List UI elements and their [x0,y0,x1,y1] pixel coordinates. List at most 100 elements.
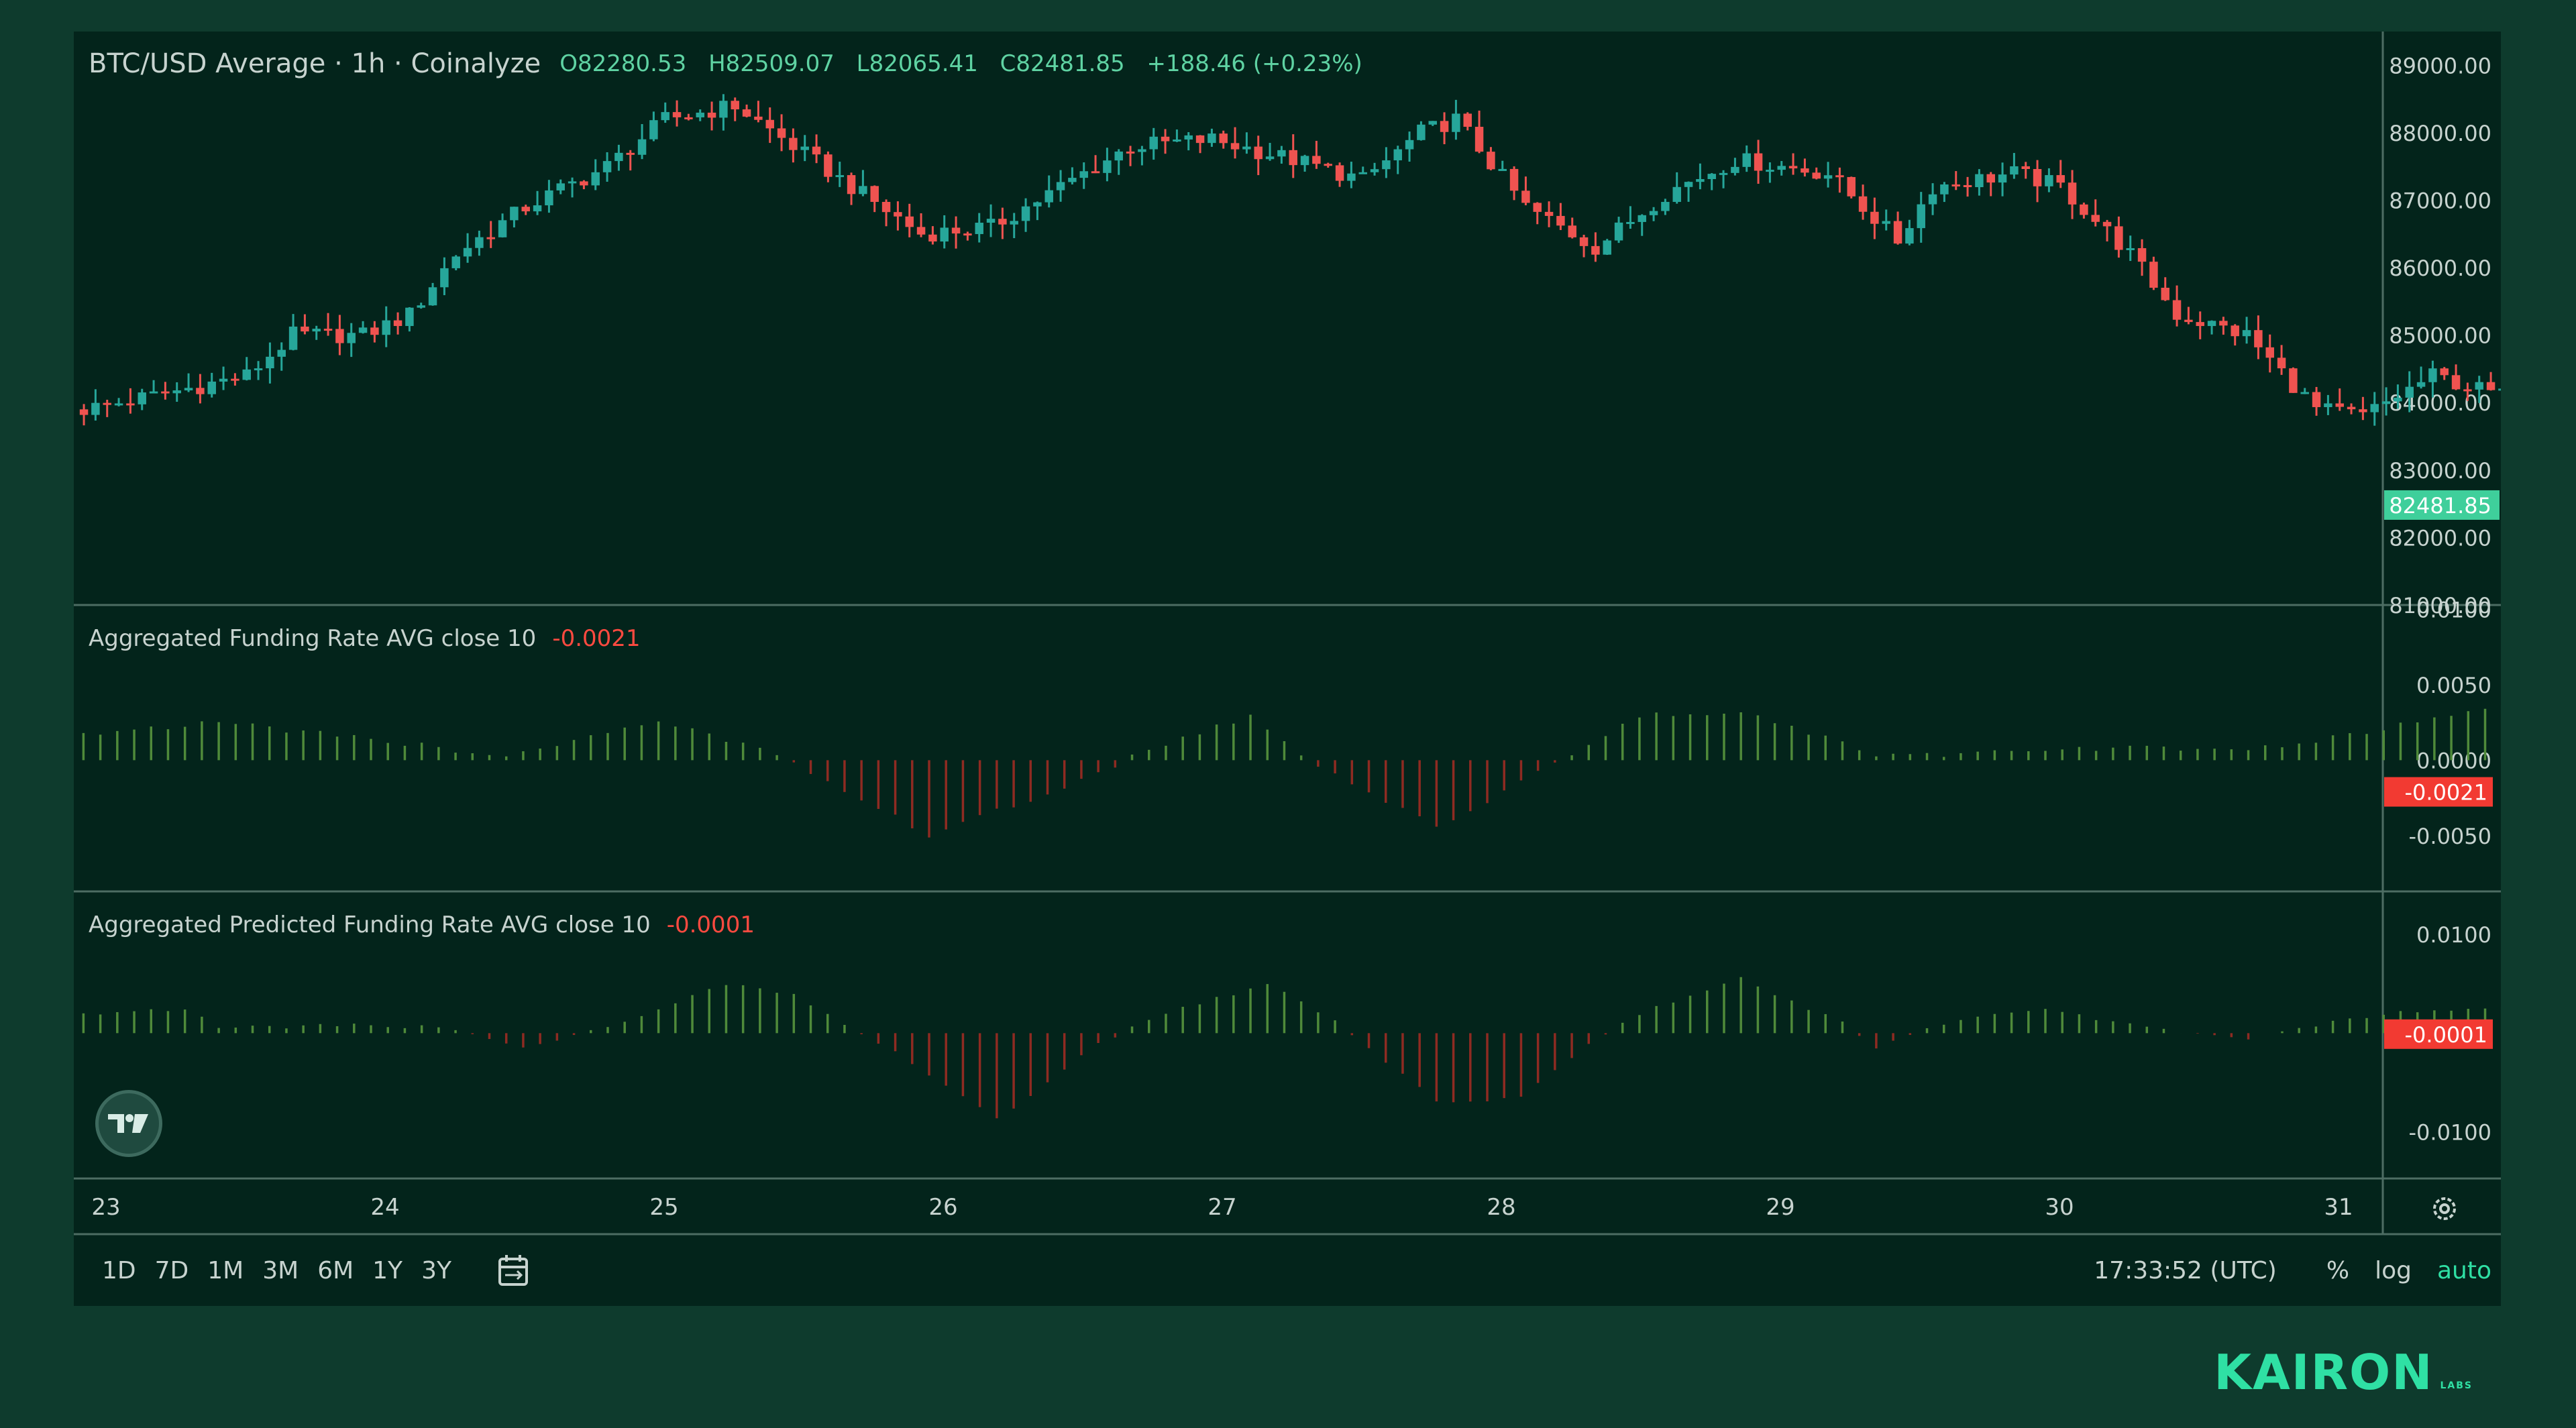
price-tick-label: 85000.00 [2389,323,2491,349]
candle-body [928,234,937,242]
range-3m-button[interactable]: 3M [262,1257,299,1284]
candle-body [1044,190,1053,203]
range-7d-button[interactable]: 7D [154,1257,189,1284]
settings-gear-icon[interactable] [2428,1193,2461,1225]
log-scale-toggle[interactable]: log [2375,1257,2412,1284]
candle-body [1161,136,1170,142]
candle-body [184,388,193,391]
open-value: O82280.53 [559,50,687,77]
candle-body [1638,215,1646,222]
candle-body [626,152,635,155]
range-6m-button[interactable]: 6M [317,1257,354,1284]
range-1d-button[interactable]: 1D [102,1257,136,1284]
chart-canvas[interactable]: 89000.00 88000.00 87000.00 86000.00 85000.00… [74,32,2501,1306]
candle-body [719,101,728,118]
range-1m-button[interactable]: 1M [207,1257,244,1284]
candle-body [1719,172,1728,175]
tradingview-logo[interactable] [95,1090,162,1157]
candle-body [2172,300,2182,320]
candle-body [1626,221,1635,224]
candle-body [1963,184,1972,188]
candle-body [894,212,902,217]
candle-body [1742,153,1751,167]
candle-body [2207,321,2216,327]
candle-body [1905,228,1914,244]
candle-body [1556,215,1565,226]
last-price-marker [2384,490,2500,520]
candle-body [2091,215,2100,222]
candle-body [742,109,751,117]
candle-body [2475,382,2483,390]
candle-body [1463,113,1472,127]
brand-sub: LABS [2440,1380,2473,1391]
candle-body [2486,382,2496,390]
candle-body [1801,168,1809,173]
candle-body [2335,403,2344,407]
candle-body [312,329,321,332]
candle-body [1382,160,1391,170]
funding-title[interactable]: Aggregated Funding Rate AVG close 10 [89,625,537,652]
candle-body [2359,409,2367,413]
candle-body [1766,170,1774,172]
candle-body [2102,221,2112,227]
calendar-range-icon[interactable] [494,1252,532,1290]
price-tick-label: 81000.00 [2389,593,2491,618]
candle-body [1661,202,1670,211]
candle-body [1986,174,1995,183]
candle-body [1788,166,1798,169]
candle-body [2347,406,2356,410]
candle-body [1603,240,1611,255]
candle-body [347,333,356,343]
candle-body [1858,196,1868,212]
candle-body [1056,182,1065,190]
candle-body [870,186,879,202]
funding-tick-label: 0.0000 [2416,748,2491,773]
candle-body [765,119,774,129]
candle-body [91,402,100,415]
candle-body [1265,156,1275,160]
candle-body [2114,226,2123,250]
symbol-title[interactable]: BTC/USD Average · 1h · Coinalyze [89,48,541,79]
candle-body [1184,135,1193,140]
candle-body [451,256,460,268]
candle-body [1230,143,1240,150]
predicted-title[interactable]: Aggregated Predicted Funding Rate AVG cl… [89,912,651,938]
candle-body [661,112,669,121]
candle-body [1324,164,1332,166]
price-tick-label: 86000.00 [2389,256,2491,281]
candle-body [533,205,542,212]
candle-body [614,152,623,162]
candle-body [1033,202,1042,207]
predicted-value: -0.0001 [666,912,755,938]
predicted-tick-label: 0.0100 [2416,922,2491,948]
x-tick-label: 26 [928,1194,957,1221]
candle-body [1707,174,1716,180]
percent-scale-toggle[interactable]: % [2326,1257,2350,1284]
candle-body [79,409,89,415]
candle-body [1405,140,1414,150]
auto-scale-toggle[interactable]: auto [2436,1257,2491,1284]
candle-body [486,237,495,239]
candle-body [1579,237,1589,246]
change-value: +188.46 (+0.23%) [1146,50,1362,77]
candle-body [2265,347,2274,358]
funding-legend: Aggregated Funding Rate AVG close 10 -0.… [89,622,641,655]
low-value: L82065.41 [856,50,978,77]
utc-clock[interactable]: 17:33:52 (UTC) [2094,1257,2277,1284]
candle-body [998,219,1007,225]
candle-body [777,128,786,138]
candle-body [1533,203,1542,212]
candle-body [2254,330,2263,347]
candle-body [1452,113,1460,132]
candle-body [358,327,368,333]
range-3y-button[interactable]: 3Y [421,1257,451,1284]
candle-body [1010,221,1018,225]
funding-last-marker [2384,777,2493,807]
candle-body [126,403,135,406]
range-1y-button[interactable]: 1Y [372,1257,403,1284]
candle-body [1335,165,1344,181]
kairon-labs-logo: KAIRON LABS [2214,1348,2473,1396]
candle-body [2010,166,2019,175]
candle-body [1731,166,1739,173]
x-tick-label: 24 [370,1194,399,1221]
